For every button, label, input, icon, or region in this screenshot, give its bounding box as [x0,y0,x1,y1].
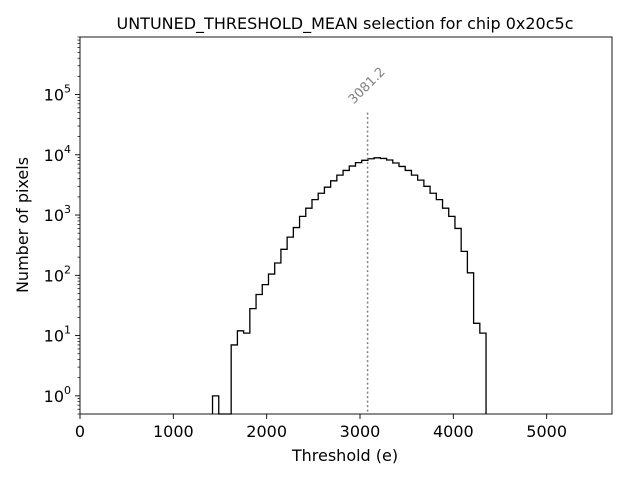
histogram-bin [380,158,386,414]
histogram-bin [256,295,262,414]
histogram-bin [337,175,343,414]
histogram-bin [213,396,219,414]
x-tick-label: 1000 [153,422,194,441]
axes-frame [79,36,613,415]
histogram-bin [418,180,424,414]
histogram-bin [244,333,250,414]
y-tick-label: 101 [44,324,71,346]
x-tick-label: 5000 [526,422,567,441]
histogram-bin [349,166,355,414]
histogram-bin [312,200,318,414]
histogram-bin [374,158,380,414]
plot-area: 3081.2 [211,65,487,415]
histogram-bin [250,309,256,414]
histogram-bin [474,323,480,414]
histogram-bin [411,175,417,414]
x-tick-label: 2000 [246,422,287,441]
histogram-outline [211,157,487,415]
x-tick-label: 4000 [433,422,474,441]
y-tick-label: 105 [44,83,71,105]
histogram-bin [393,163,399,414]
histogram-bin [405,170,411,414]
x-axis-ticks: 0 1000 2000 3000 4000 5000 [75,414,567,441]
histogram-bin [262,285,268,414]
histogram-bin [443,208,449,414]
y-tick-label: 102 [44,263,71,285]
histogram-bin [287,237,293,414]
histogram-bin [231,345,237,414]
histogram-bin [480,333,486,414]
histogram-bin [331,181,337,414]
histogram-bin [324,187,330,414]
y-tick-label: 100 [44,384,71,406]
histogram-bin [268,274,274,414]
histogram-bin [237,331,243,414]
histogram-bin [293,228,299,414]
histogram-bin [300,216,306,414]
y-axis-label: Number of pixels [13,157,32,293]
y-axis-ticks: 100 101 102 103 104 105 [44,36,80,415]
x-axis-label: Threshold (e) [291,446,398,465]
histogram-bin [343,170,349,414]
histogram-bin [399,166,405,414]
histogram-bin [455,228,461,414]
chart-title: UNTUNED_THRESHOLD_MEAN selection for chi… [116,14,573,34]
y-tick-label: 103 [44,203,71,225]
histogram-bin [449,216,455,414]
histogram-bin [387,160,393,414]
histogram-bin [368,159,374,414]
histogram-bin [467,273,473,414]
histogram-bin [436,200,442,414]
histogram-bin [356,163,362,414]
x-tick-label: 0 [75,422,85,441]
y-tick-label: 104 [44,143,71,165]
histogram-bin [281,249,287,414]
histogram-bin [275,263,281,414]
x-tick-label: 3000 [340,422,381,441]
histogram-bin [430,193,436,414]
mean-annotation: 3081.2 [346,65,389,108]
histogram-bin [461,251,467,414]
histogram-bin [306,208,312,414]
histogram-bin [318,193,324,414]
histogram-bin [424,186,430,414]
